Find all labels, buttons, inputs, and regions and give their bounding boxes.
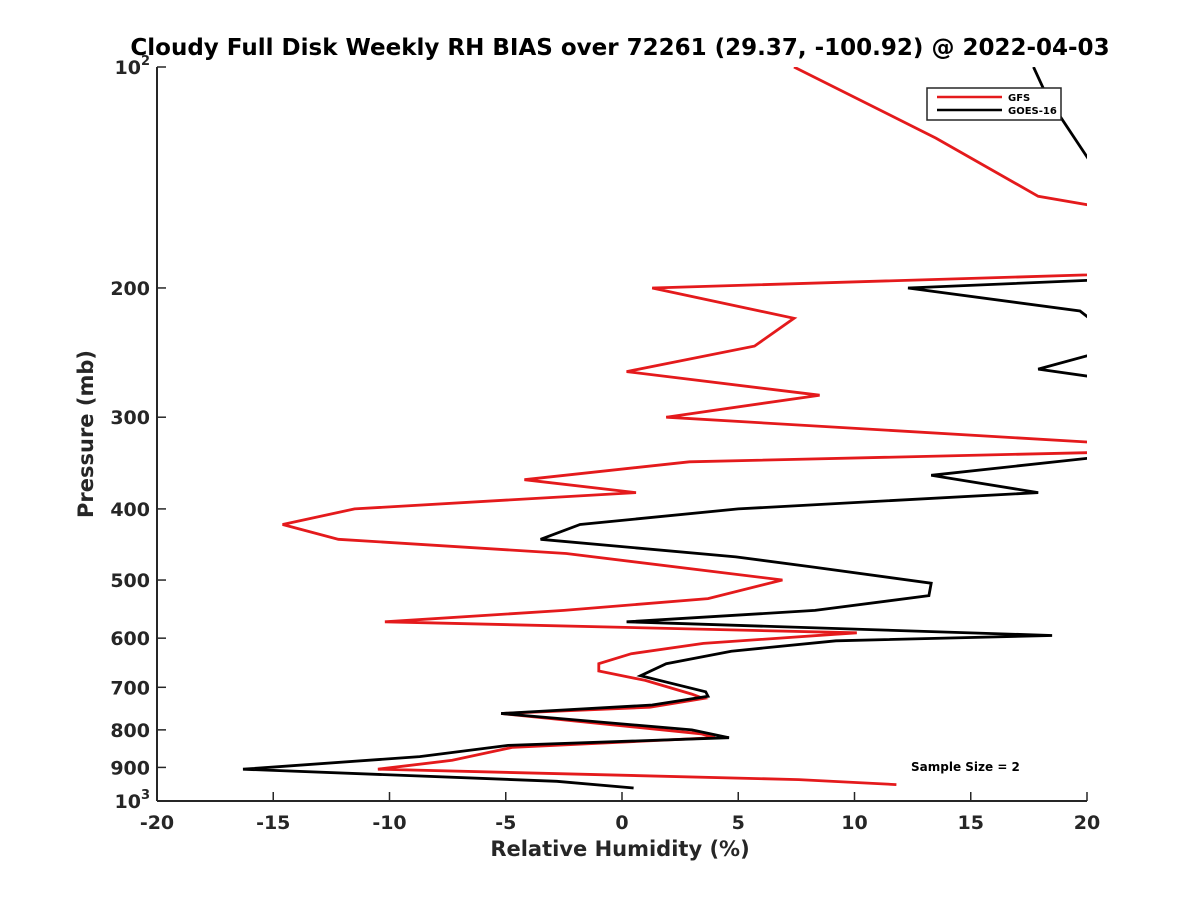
y-tick-label: 200: [110, 278, 150, 300]
y-axis-label: Pressure (mb): [74, 350, 98, 518]
x-axis-label: Relative Humidity (%): [490, 837, 749, 861]
y-tick-label-exponent: 3: [141, 788, 150, 803]
y-tick-label: 500: [110, 570, 150, 592]
x-tick-label: 5: [732, 812, 745, 834]
y-tick-label: 102: [115, 54, 151, 79]
y-tick-label: 300: [110, 407, 150, 429]
y-tick-label: 400: [110, 499, 150, 521]
plot-area: -20 -15 -10 -5 0 5 10 15 20 10220030040050060070…: [110, 54, 1100, 834]
x-tick-label: -5: [495, 812, 516, 834]
x-tick-label: 15: [958, 812, 984, 834]
series-layer: [242, 67, 1087, 790]
x-tick-label: -20: [140, 812, 174, 834]
series-line-gfs: [282, 67, 1087, 786]
x-ticks: -20 -15 -10 -5 0 5 10 15 20: [140, 792, 1100, 834]
y-tick-label: 103: [115, 788, 151, 813]
sample-size-annotation: Sample Size = 2: [911, 760, 1020, 774]
x-tick-label: 20: [1074, 812, 1100, 834]
chart-title: Cloudy Full Disk Weekly RH BIAS over 722…: [130, 35, 1109, 61]
series-line-goes16: [242, 67, 1087, 790]
legend-label-goes16: GOES-16: [1008, 106, 1057, 117]
x-tick-label: 0: [615, 812, 628, 834]
y-tick-label: 700: [110, 677, 150, 699]
legend: GFS GOES-16: [926, 87, 1062, 121]
legend-label-gfs: GFS: [1008, 93, 1030, 104]
y-tick-label: 900: [110, 757, 150, 779]
legend-box: [926, 87, 1062, 121]
y-tick-label-base: 10: [115, 791, 141, 813]
x-tick-label: -15: [256, 812, 290, 834]
x-tick-label: -10: [372, 812, 406, 834]
y-tick-label: 800: [110, 720, 150, 742]
y-tick-label-exponent: 2: [141, 54, 150, 69]
y-tick-label: 600: [110, 628, 150, 650]
x-tick-label: 10: [841, 812, 867, 834]
y-tick-label-base: 10: [115, 57, 141, 79]
